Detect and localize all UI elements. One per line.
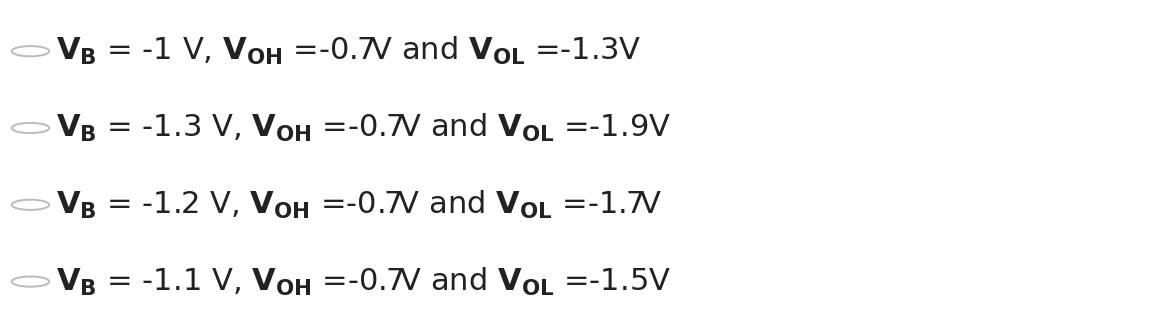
Text: $\mathbf{V}_{\mathbf{B}}$ = -1.2 V, $\mathbf{V}_{\mathbf{OH}}$ =-0.7V and $\math: $\mathbf{V}_{\mathbf{B}}$ = -1.2 V, $\ma… xyxy=(56,189,662,221)
Circle shape xyxy=(12,276,49,287)
Circle shape xyxy=(12,200,49,210)
Text: $\mathbf{V}_{\mathbf{B}}$ = -1.1 V, $\mathbf{V}_{\mathbf{OH}}$ =-0.7V and $\math: $\mathbf{V}_{\mathbf{B}}$ = -1.1 V, $\ma… xyxy=(56,266,672,298)
Text: $\mathbf{V}_{\mathbf{B}}$ = -1.3 V, $\mathbf{V}_{\mathbf{OH}}$ =-0.7V and $\math: $\mathbf{V}_{\mathbf{B}}$ = -1.3 V, $\ma… xyxy=(56,112,672,144)
Circle shape xyxy=(12,123,49,133)
Circle shape xyxy=(12,46,49,56)
Text: $\mathbf{V}_{\mathbf{B}}$ = -1 V, $\mathbf{V}_{\mathbf{OH}}$ =-0.7V and $\mathbf: $\mathbf{V}_{\mathbf{B}}$ = -1 V, $\math… xyxy=(56,35,642,67)
